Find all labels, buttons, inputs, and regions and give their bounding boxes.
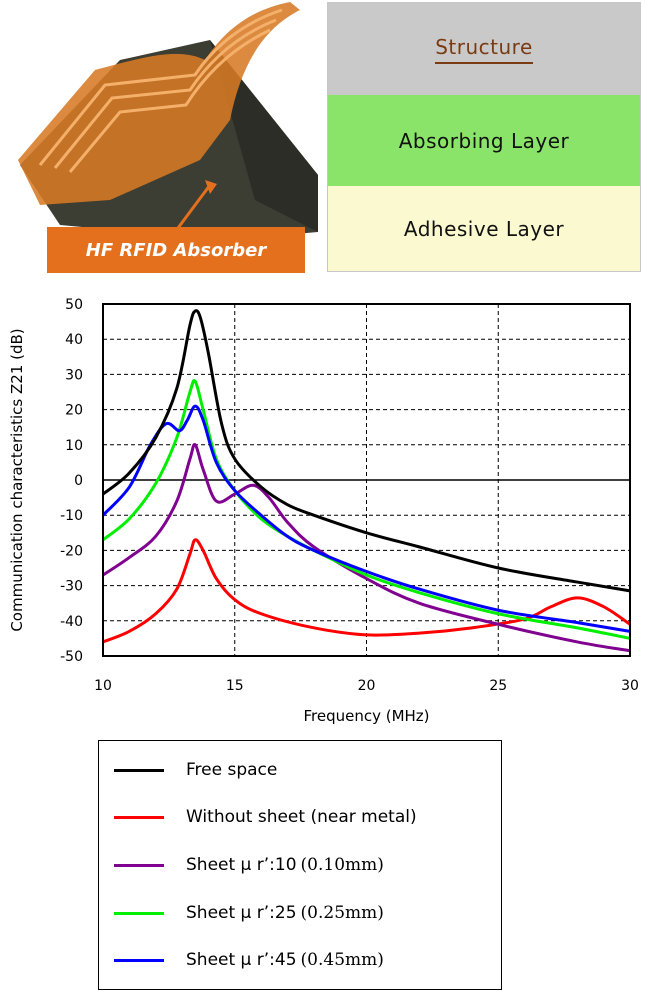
legend-item-without-sheet: Without sheet (near metal) bbox=[99, 802, 421, 832]
x-tick-label: 15 bbox=[226, 678, 244, 694]
series-line-1 bbox=[102, 538, 631, 644]
y-tick-label: 0 bbox=[74, 473, 83, 489]
antenna-coil-1 bbox=[38, 8, 283, 166]
legend-thickness: (0.10mm) bbox=[300, 855, 384, 875]
legend-thickness: (0.25mm) bbox=[300, 903, 384, 923]
y-tick-label: -20 bbox=[60, 543, 83, 559]
label-arrow-line bbox=[176, 184, 212, 229]
absorber-label: HF RFID Absorber bbox=[47, 227, 305, 273]
y-tick-label: 30 bbox=[65, 367, 83, 383]
chart-legend: Free space Without sheet (near metal) Sh… bbox=[98, 740, 502, 990]
legend-label: Sheet μ r’:10 bbox=[186, 855, 297, 875]
y-tick-label: -10 bbox=[60, 508, 83, 524]
x-tick-label: 25 bbox=[489, 678, 507, 694]
y-tick-label: -50 bbox=[60, 649, 83, 665]
y-tick-label: -40 bbox=[60, 614, 83, 630]
x-tick-label: 30 bbox=[621, 678, 639, 694]
legend-label: Free space bbox=[186, 760, 278, 780]
chart-grid bbox=[103, 304, 630, 656]
adhesive-layer: Adhesive Layer bbox=[328, 186, 640, 271]
antenna-coil-3 bbox=[68, 28, 271, 173]
legend-swatch bbox=[114, 815, 164, 819]
x-axis-label: Frequency (MHz) bbox=[303, 707, 429, 725]
y-tick-labels: 50 40 30 20 10 0 -10 -20 -30 -40 -50 bbox=[60, 297, 83, 665]
series-line-0 bbox=[102, 309, 631, 593]
legend-item-sheet-10: Sheet μ r’:10 (0.10mm) bbox=[99, 850, 384, 880]
x-tick-label: 10 bbox=[94, 678, 112, 694]
legend-label: Sheet μ r’:25 bbox=[186, 903, 297, 923]
structure-title: Structure bbox=[435, 35, 533, 64]
frequency-chart: 50 40 30 20 10 0 -10 -20 -30 -40 -50 10 15 20 25 30 Fr… bbox=[8, 297, 639, 725]
legend-item-sheet-25: Sheet μ r’:25 (0.25mm) bbox=[99, 898, 384, 928]
x-tick-label: 20 bbox=[358, 678, 376, 694]
legend-item-free-space: Free space bbox=[99, 755, 281, 785]
y-axis-label: Communication characteristics Z21 (dB) bbox=[8, 328, 26, 631]
legend-swatch bbox=[114, 958, 164, 962]
legend-label: Without sheet (near metal) bbox=[186, 807, 417, 827]
absorber-photo: HF RFID Absorber bbox=[0, 0, 322, 280]
absorber-illustration bbox=[18, 2, 318, 240]
structure-diagram: Structure Absorbing Layer Adhesive Layer bbox=[327, 2, 641, 272]
legend-swatch bbox=[114, 863, 164, 867]
chart-series bbox=[101, 309, 631, 653]
legend-swatch bbox=[114, 768, 164, 772]
series-line-4 bbox=[101, 404, 631, 633]
x-tick-labels: 10 15 20 25 30 bbox=[94, 678, 639, 694]
antenna-coil-2 bbox=[53, 18, 277, 169]
label-arrow-head bbox=[205, 180, 217, 194]
series-line-2 bbox=[102, 443, 631, 653]
y-tick-label: 10 bbox=[65, 438, 83, 454]
y-tick-label: 20 bbox=[65, 403, 83, 419]
rfid-antenna-film bbox=[18, 2, 300, 205]
absorbing-layer: Absorbing Layer bbox=[328, 95, 640, 186]
structure-title-cell: Structure bbox=[328, 3, 640, 95]
legend-thickness: (0.45mm) bbox=[300, 950, 384, 970]
y-tick-label: -30 bbox=[60, 579, 83, 595]
y-tick-label: 40 bbox=[65, 332, 83, 348]
legend-item-sheet-45: Sheet μ r’:45 (0.45mm) bbox=[99, 945, 384, 975]
y-tick-label: 50 bbox=[65, 297, 83, 313]
legend-swatch bbox=[114, 911, 164, 915]
legend-label: Sheet μ r’:45 bbox=[186, 950, 297, 970]
plot-frame bbox=[102, 303, 631, 657]
